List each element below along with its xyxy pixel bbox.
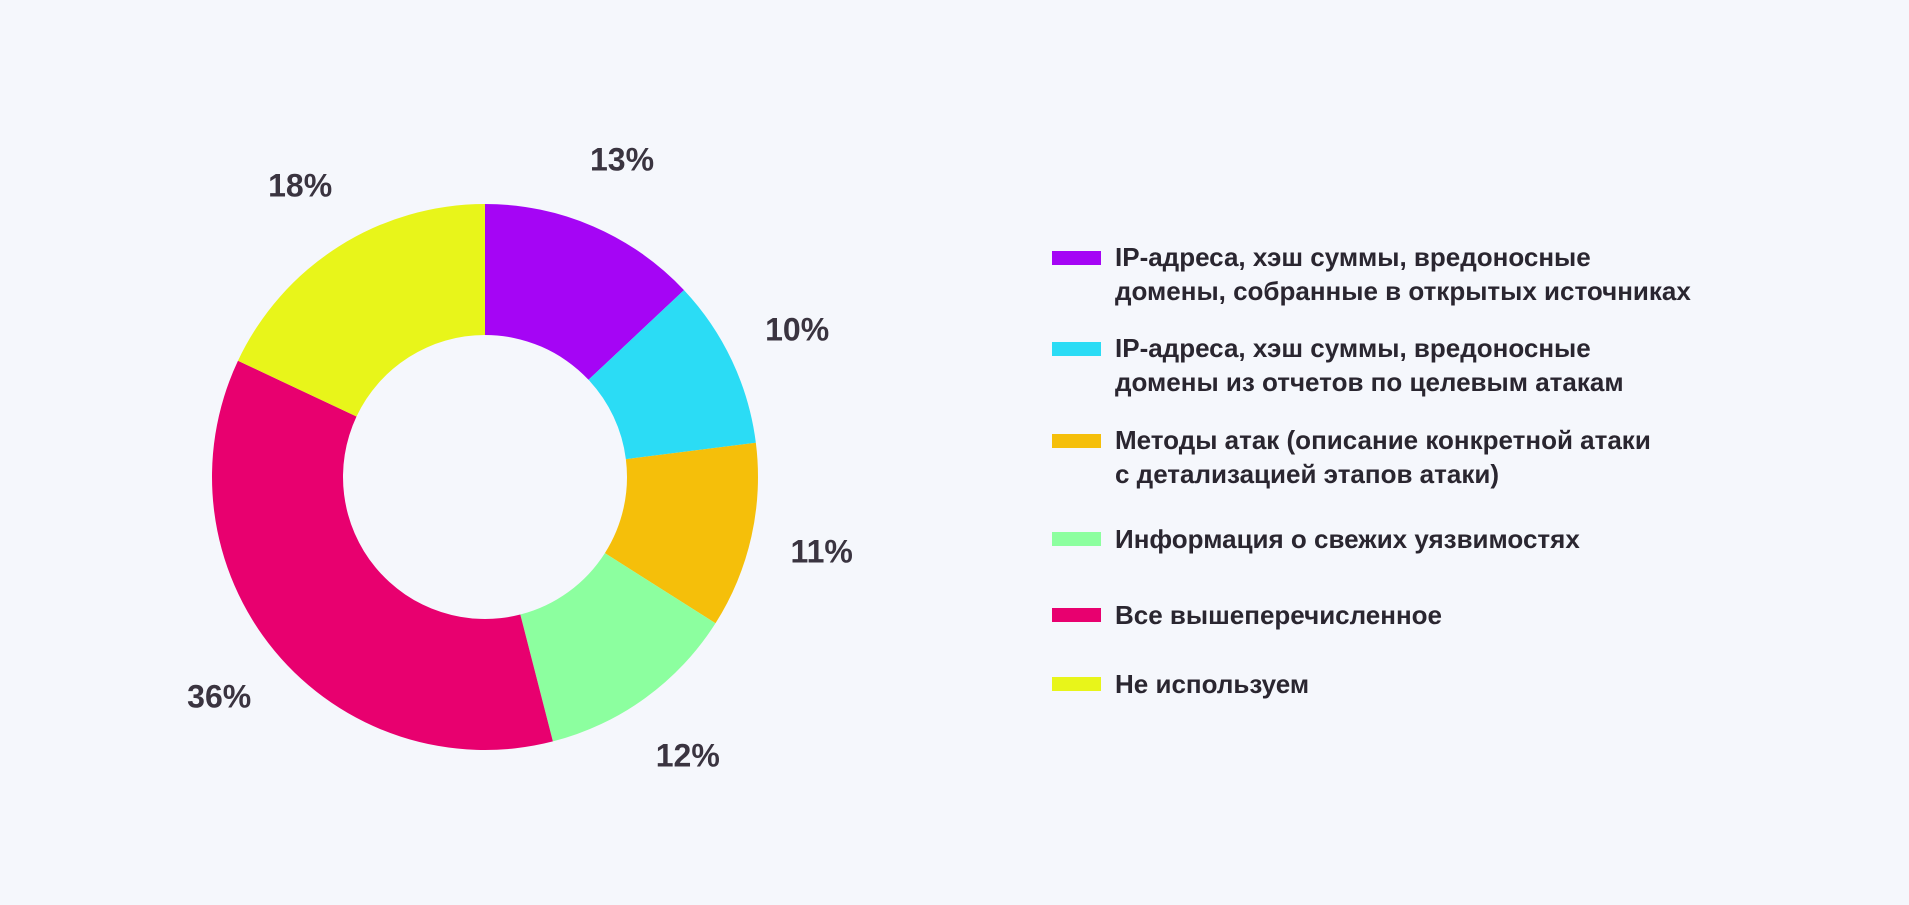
data-label-attack-methods: 11% <box>790 533 853 570</box>
data-label-vulnerabilities: 12% <box>655 737 720 774</box>
legend-swatch <box>1052 342 1101 356</box>
donut-chart <box>212 204 758 751</box>
data-label-all-of-the-above: 36% <box>187 678 252 715</box>
data-label-osint-iocs: 13% <box>589 141 655 178</box>
slice-osint-iocs <box>485 204 685 380</box>
legend-label: Не используем <box>1115 669 1310 699</box>
data-label-not-used: 18% <box>268 167 333 204</box>
slice-vulnerabilities <box>520 553 716 742</box>
legend-label: IP-адреса, хэш суммы, вредоносные домены… <box>1115 242 1691 306</box>
legend-swatch <box>1052 677 1101 691</box>
slice-not-used <box>237 204 485 417</box>
legend-label: Все вышеперечисленное <box>1115 600 1443 630</box>
legend-swatch <box>1052 434 1101 448</box>
data-label-targeted-attack-iocs: 10% <box>765 311 830 348</box>
legend-swatch <box>1052 608 1101 622</box>
slice-all-of-the-above <box>212 360 553 751</box>
legend-label: Информация о свежих уязвимостях <box>1115 524 1580 554</box>
legend-label: Методы атак (описание конкретной атаки с… <box>1115 425 1651 489</box>
legend-label: IP-адреса, хэш суммы, вредоносные домены… <box>1115 333 1624 397</box>
slice-targeted-attack-iocs <box>588 290 756 460</box>
legend-swatch <box>1052 251 1101 265</box>
legend-swatch <box>1052 532 1101 546</box>
slice-attack-methods <box>604 442 758 624</box>
